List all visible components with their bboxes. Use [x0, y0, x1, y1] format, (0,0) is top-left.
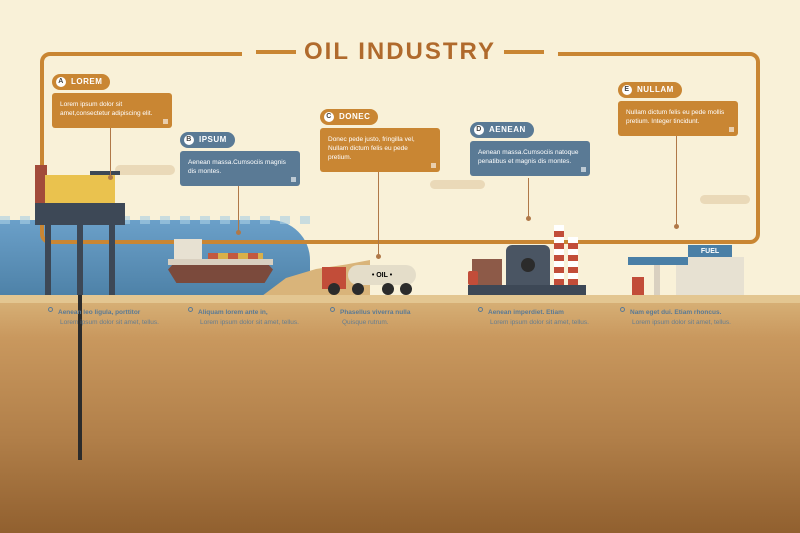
below-caption: Aliquam lorem ante in,Lorem ipsum dolor …	[188, 308, 318, 328]
below-caption: Phasellus viverra nullaQuisque rutrum.	[330, 308, 460, 328]
below-desc: Lorem ipsum dolor sit amet, tellus.	[48, 318, 178, 328]
callout-tag-label: LOREM	[71, 77, 102, 86]
bullet-icon	[330, 307, 335, 312]
leader-line	[676, 136, 677, 226]
bullet-icon	[48, 307, 53, 312]
below-caption: Nam eget dui. Etiam rhoncus.Lorem ipsum …	[620, 308, 750, 328]
below-desc: Lorem ipsum dolor sit amet, tellus.	[478, 318, 608, 328]
bullet-icon	[188, 307, 193, 312]
callout-donec: C DONEC Donec pede justo, fringilla vel, N…	[320, 105, 440, 172]
callout-body: Donec pede justo, fringilla vel, Nullam …	[320, 128, 440, 172]
below-heading: Aenean imperdiet. Etiam	[478, 308, 608, 318]
callout-body: Lorem ipsum dolor sit amet,consectetur a…	[52, 93, 172, 128]
callout-tag: A LOREM	[52, 74, 110, 90]
callout-tag-label: DONEC	[339, 112, 370, 121]
bullet-icon	[620, 307, 625, 312]
oil-truck-icon: • OIL •	[322, 250, 422, 295]
callout-aenean: D AENEAN Aenean massa.Cumsociis natoque pe…	[470, 118, 590, 176]
leader-line	[238, 182, 239, 232]
callout-tag-label: NULLAM	[637, 85, 674, 94]
callout-ipsum: B IPSUM Aenean massa.Cumsociis magnis dis …	[180, 128, 300, 186]
below-heading: Aliquam lorem ante in,	[188, 308, 318, 318]
callout-nullam: E NULLAM Nullam dictum felis eu pede molli…	[618, 78, 738, 136]
below-heading: Phasellus viverra nulla	[330, 308, 460, 318]
infographic-canvas: { "type": "infographic", "title": "OIL I…	[0, 0, 800, 533]
bullet-icon	[478, 307, 483, 312]
below-heading: Aenean leo ligula, porttitor	[48, 308, 178, 318]
tanker-ship-icon	[168, 240, 273, 295]
ground-region	[0, 295, 800, 533]
truck-tank-label: • OIL •	[348, 265, 416, 285]
leader-line	[110, 122, 111, 177]
callout-tag: B IPSUM	[180, 132, 235, 148]
below-desc: Quisque rutrum.	[330, 318, 460, 328]
callout-tag-label: IPSUM	[199, 135, 227, 144]
callout-body: Aenean massa.Cumsociis magnis dis montes…	[180, 151, 300, 186]
station-badge: B	[184, 135, 194, 145]
below-heading: Nam eget dui. Etiam rhoncus.	[620, 308, 750, 318]
station-badge: A	[56, 77, 66, 87]
callout-body: Nullam dictum felis eu pede mollis preti…	[618, 101, 738, 136]
station-badge: D	[474, 125, 484, 135]
leader-line	[378, 166, 379, 256]
fuel-sign-label: FUEL	[688, 245, 732, 257]
leader-line	[528, 178, 529, 218]
fuel-station-icon: FUEL	[628, 227, 748, 295]
callout-tag: D AENEAN	[470, 122, 534, 138]
below-desc: Lorem ipsum dolor sit amet, tellus.	[620, 318, 750, 328]
callout-tag: E NULLAM	[618, 82, 682, 98]
station-badge: C	[324, 112, 334, 122]
callout-tag: C DONEC	[320, 109, 378, 125]
callout-lorem: A LOREM Lorem ipsum dolor sit amet,consect…	[52, 70, 172, 128]
callout-tag-label: AENEAN	[489, 125, 526, 134]
oil-drop-icon	[521, 258, 535, 272]
below-desc: Lorem ipsum dolor sit amet, tellus.	[188, 318, 318, 328]
station-badge: E	[622, 85, 632, 95]
below-caption: Aenean imperdiet. EtiamLorem ipsum dolor…	[478, 308, 608, 328]
below-caption: Aenean leo ligula, porttitorLorem ipsum …	[48, 308, 178, 328]
refinery-icon	[468, 215, 586, 295]
callout-body: Aenean massa.Cumsociis natoque penatibus…	[470, 141, 590, 176]
